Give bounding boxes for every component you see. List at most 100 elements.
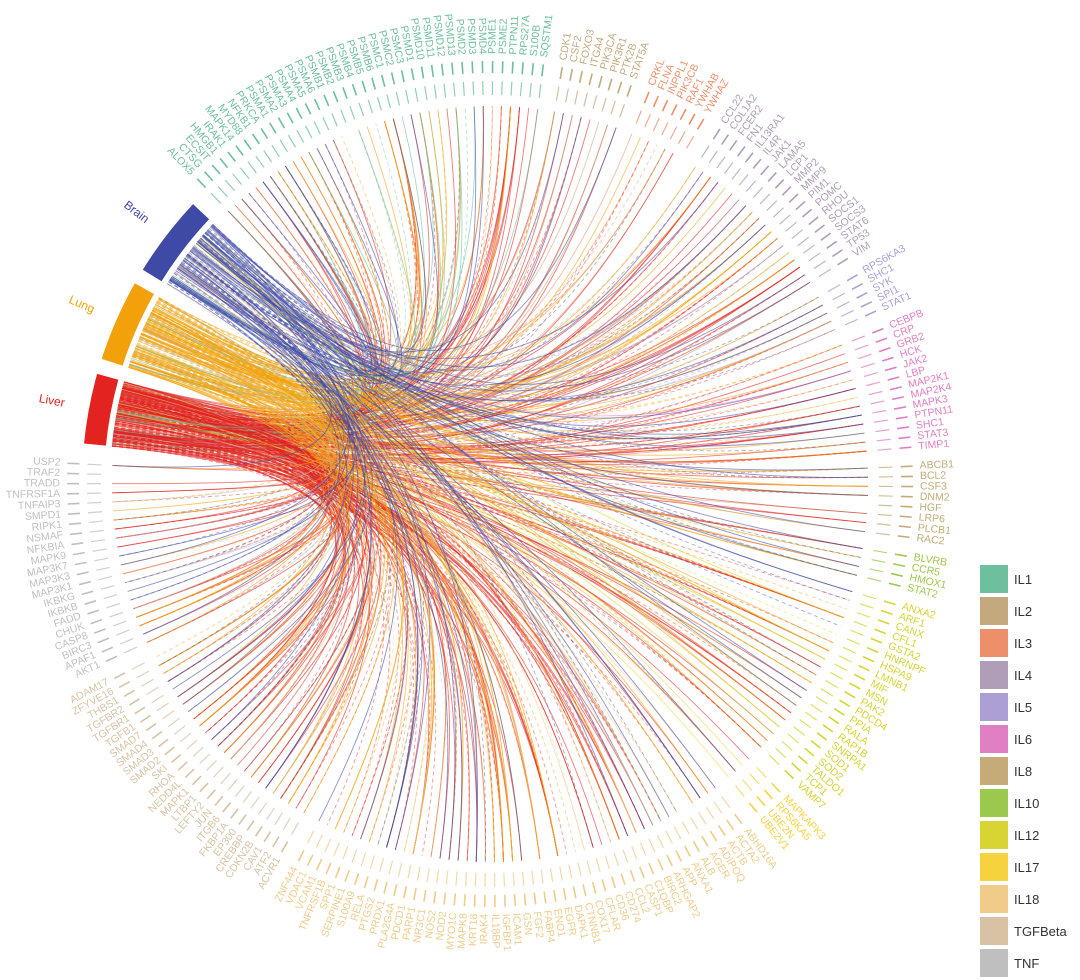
legend-label: IL5	[1014, 700, 1032, 715]
legend-swatch	[980, 821, 1008, 849]
gene-tick	[452, 63, 453, 75]
gene-tick	[296, 108, 301, 119]
gene-tick	[667, 855, 672, 866]
gene-tick	[87, 610, 98, 614]
legend-label: IL2	[1014, 604, 1032, 619]
gene-bar	[87, 502, 101, 503]
gene-tick	[772, 783, 780, 792]
gene-tick	[901, 466, 913, 467]
gene-tick	[838, 258, 848, 264]
tissue-label: Lung	[67, 292, 97, 316]
gene-tick	[94, 629, 105, 633]
gene-tick	[220, 158, 228, 167]
gene-tick	[900, 516, 912, 517]
gene-tick	[152, 732, 162, 739]
gene-tick	[70, 533, 82, 534]
gene-tick	[730, 140, 737, 150]
gene-tick	[872, 329, 883, 333]
gene-tick	[854, 674, 865, 680]
gene-tick	[829, 717, 839, 724]
gene-tick	[512, 62, 513, 74]
gene-tick	[792, 763, 801, 771]
legend-swatch	[980, 885, 1008, 913]
gene-tick	[857, 293, 868, 298]
legend-swatch	[980, 949, 1008, 977]
gene-tick	[532, 63, 533, 75]
gene-tick	[640, 867, 644, 878]
gene-tick	[193, 776, 201, 785]
legend-item: IL8	[980, 756, 1076, 786]
gene-tick	[847, 275, 857, 281]
chord-link	[113, 437, 343, 697]
legend-item: IL2	[980, 596, 1076, 626]
gene-tick	[278, 118, 284, 128]
gene-tick	[215, 796, 223, 805]
gene-tick	[317, 859, 322, 870]
gene-tick	[888, 377, 900, 380]
gene-tick	[135, 707, 145, 714]
gene-tick	[82, 591, 94, 594]
gene-tick	[815, 225, 824, 232]
gene-tick	[124, 690, 134, 696]
gene-tick	[782, 187, 791, 195]
gene-tick	[894, 407, 906, 409]
gene-label: TNFRSF1A	[6, 488, 61, 501]
gene-bar	[473, 81, 474, 95]
legend-label: IL4	[1014, 668, 1032, 683]
gene-tick	[746, 153, 753, 162]
gene-tick	[892, 397, 904, 399]
gene-tick	[809, 217, 818, 225]
gene-tick	[631, 870, 635, 881]
legend-item: IL5	[980, 692, 1076, 722]
gene-tick	[264, 832, 270, 842]
legend-swatch	[980, 725, 1008, 753]
gene-tick	[893, 564, 905, 566]
gene-tick	[738, 146, 745, 156]
gene-tick	[719, 826, 726, 836]
gene-tick	[680, 109, 686, 120]
gene-tick	[544, 891, 546, 903]
gene-tick	[871, 638, 882, 643]
gene-bar	[511, 82, 512, 96]
gene-tick	[867, 648, 878, 653]
gene-label: TRADD	[24, 477, 61, 489]
gene-tick	[98, 638, 109, 643]
gene-tick	[796, 202, 805, 210]
chord-links	[112, 106, 868, 862]
gene-tick	[434, 891, 436, 903]
legend-label: TGFBeta	[1014, 924, 1067, 939]
legend-swatch	[980, 597, 1008, 625]
gene-tick	[236, 146, 243, 156]
gene-tick	[315, 99, 320, 110]
gene-tick	[326, 863, 331, 874]
tissue-label: Brain	[121, 198, 152, 226]
gene-tick	[676, 851, 681, 862]
gene-tick	[462, 62, 463, 74]
gene-tick	[68, 513, 80, 514]
gene-tick	[308, 855, 313, 866]
gene-tick	[621, 874, 625, 885]
gene-tick	[761, 166, 769, 175]
gene-tick	[878, 620, 889, 624]
gene-tick	[73, 553, 85, 555]
legend-item: IL1	[980, 564, 1076, 594]
gene-tick	[627, 85, 631, 96]
gene-tick	[422, 67, 424, 79]
gene-tick	[753, 159, 761, 168]
gene-tick	[205, 172, 213, 181]
legend-label: IL8	[1014, 764, 1032, 779]
gene-tick	[805, 748, 814, 756]
gene-tick	[404, 886, 406, 898]
gene-bar	[87, 464, 101, 465]
gene-tick	[644, 92, 649, 103]
legend-swatch	[980, 565, 1008, 593]
gene-tick	[899, 447, 911, 448]
gene-tick	[374, 879, 377, 891]
gene-tick	[884, 601, 896, 604]
gene-tick	[305, 103, 310, 114]
gene-label: USP2	[33, 455, 61, 468]
gene-tick	[382, 75, 385, 87]
gene-tick	[874, 629, 885, 633]
gene-tick	[850, 683, 860, 689]
